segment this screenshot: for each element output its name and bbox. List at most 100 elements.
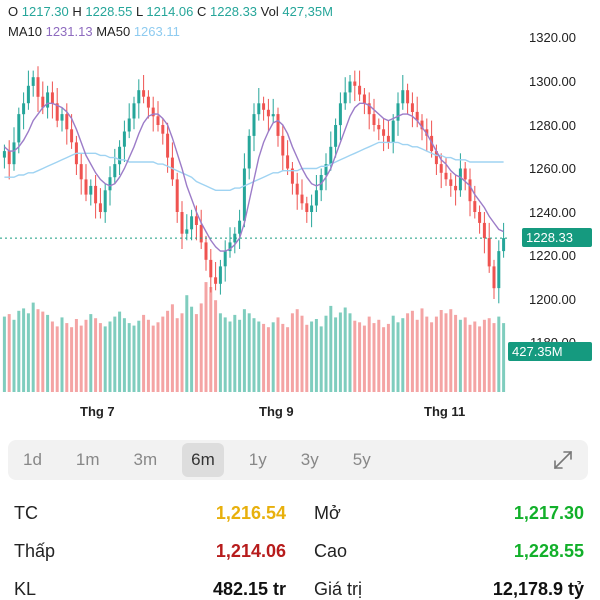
volume-bar [425, 316, 429, 392]
volume-key: Vol [260, 4, 279, 19]
candle-body [228, 242, 232, 252]
volume-bar [50, 321, 54, 392]
volume-bar [156, 322, 160, 392]
range-6m-button[interactable]: 6m [182, 443, 224, 477]
range-selector: 1d 1m 3m 6m 1y 3y 5y [8, 440, 588, 480]
close-value: 1228.33 [210, 4, 258, 19]
volume-bar [410, 310, 414, 392]
stat-value: 1,216.54 [215, 503, 286, 523]
stat-value: 12,178.9 tỷ [492, 579, 584, 599]
volume-bar [26, 313, 30, 392]
stat-volume: KL 482.15 tr [14, 579, 286, 600]
volume-bar [132, 325, 136, 392]
y-tick-label: 1280.00 [529, 118, 576, 133]
range-5y-button[interactable]: 5y [352, 450, 371, 469]
candle-body [386, 135, 390, 143]
candle-body [180, 212, 184, 234]
volume-bar [242, 309, 246, 392]
volume-bar [492, 323, 496, 392]
volume-bar [74, 319, 78, 392]
volume-bar [103, 326, 107, 392]
volume-bar [89, 314, 93, 392]
volume-bar [84, 319, 88, 392]
candle-body [103, 190, 107, 213]
volume-bar [338, 312, 342, 392]
volume-bar [262, 323, 266, 392]
volume-bar [314, 319, 318, 392]
candle-body [492, 266, 496, 289]
candle-body [468, 179, 472, 202]
candle-body [89, 185, 93, 195]
ohlc-readout: O 1217.30 H 1228.55 L 1214.06 C 1228.33 … [8, 4, 333, 20]
ma50-key: MA50 [96, 24, 131, 39]
candle-body [434, 151, 438, 165]
candle-body [314, 190, 318, 206]
candle-body [444, 172, 448, 180]
candle-body [41, 96, 45, 108]
candle-body [26, 85, 30, 104]
candle-body [252, 114, 256, 136]
candle-body [324, 164, 328, 175]
stat-value: 1,228.55 [513, 541, 584, 561]
range-3y-button[interactable]: 3y [300, 450, 319, 469]
ma10-line [3, 102, 504, 252]
candle-body [94, 185, 98, 204]
candle-body [36, 77, 40, 97]
candle-body [108, 177, 112, 191]
expand-arrows-icon[interactable] [552, 449, 574, 471]
volume-value: 427,35M [282, 4, 333, 19]
volume-bar [343, 307, 347, 392]
current-price-tag: 1228.33 [522, 228, 592, 247]
volume-bar [108, 321, 112, 392]
volume-bar [94, 318, 98, 392]
volume-bar [175, 318, 179, 392]
volume-bar [12, 319, 16, 392]
volume-bar [487, 318, 491, 392]
range-1m-button[interactable]: 1m [75, 450, 100, 469]
volume-bar [468, 324, 472, 392]
volume-bar [209, 287, 213, 392]
candle-body [142, 90, 146, 97]
stat-low: Thấp 1,214.06 [14, 541, 286, 565]
candle-body [334, 125, 338, 147]
stat-value-traded: Giá trị 12,178.9 tỷ [314, 579, 584, 600]
candle-body [185, 229, 189, 234]
range-1y-button[interactable]: 1y [248, 450, 267, 469]
candle-body [454, 185, 458, 191]
volume-bar [478, 326, 482, 392]
volume-bar [367, 316, 371, 392]
stat-reference: TC 1,216.54 [14, 503, 286, 527]
x-tick-label: Thg 11 [424, 404, 466, 419]
candle-body [367, 103, 371, 115]
volume-bar [17, 310, 21, 392]
stat-label: Mở [314, 503, 341, 523]
stat-label: Giá trị [314, 579, 363, 599]
chart-canvas[interactable] [0, 0, 600, 430]
range-1d-button[interactable]: 1d [23, 450, 42, 469]
price-chart[interactable]: O 1217.30 H 1228.55 L 1214.06 C 1228.33 … [0, 0, 600, 430]
candle-body [281, 135, 285, 156]
range-3m-button[interactable]: 3m [133, 450, 158, 469]
candle-body [70, 129, 74, 143]
candle-body [247, 135, 251, 169]
candle-body [266, 109, 270, 117]
candle-body [137, 90, 141, 104]
candle-body [98, 203, 102, 212]
volume-bar [199, 303, 203, 392]
candle-body [415, 111, 419, 121]
candle-body [420, 120, 424, 130]
candle-body [377, 125, 381, 130]
y-tick-label: 1220.00 [529, 248, 576, 263]
close-key: C [197, 4, 207, 19]
candle-body [473, 201, 477, 212]
y-tick-label: 1240.00 [529, 205, 576, 220]
candle-body [156, 116, 160, 125]
candle-body [161, 125, 165, 134]
candle-body [391, 120, 395, 143]
candle-body [46, 92, 50, 108]
candle-body [458, 168, 462, 191]
candle-body [295, 183, 299, 195]
candle-body [60, 114, 64, 121]
volume-bar [60, 317, 64, 392]
volume-bar [420, 308, 424, 392]
